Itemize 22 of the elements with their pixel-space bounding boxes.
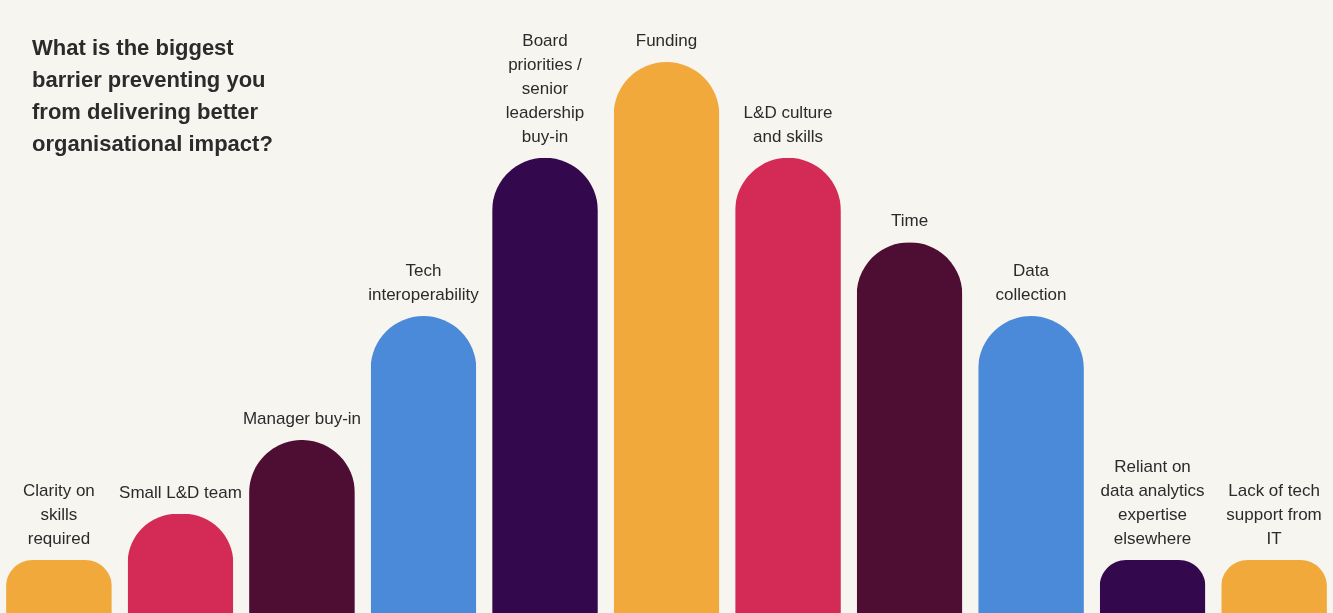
x-tick-label: Small L&D team [119, 482, 242, 502]
bar [735, 157, 841, 613]
x-tick-label: Manager buy-in [242, 408, 362, 428]
x-tick-label: Reliant on data analytics expertise elsewhere [1100, 457, 1205, 549]
bar [613, 62, 720, 613]
bar [978, 316, 1084, 613]
bar [856, 242, 963, 613]
x-tick-label: Data collection [995, 261, 1067, 305]
x-tick-label: Board priorities / senior leadership buy-in [505, 30, 585, 146]
text: What is the biggest barrier preventing you from delivering better organisational impact? [32, 34, 273, 156]
x-tick-label: Clarity on skills required [23, 481, 95, 549]
x-tick-label: Lack of tech support from IT [1226, 481, 1322, 549]
bar [1099, 560, 1206, 613]
bar [249, 439, 355, 613]
bar [370, 316, 477, 613]
x-tick-label: Tech interoperability [368, 261, 480, 305]
x-tick-label: L&D culture and skills [743, 102, 833, 146]
bar [1221, 560, 1327, 613]
bar [492, 157, 598, 613]
x-tick-label: Time [890, 211, 929, 231]
bar [6, 560, 112, 613]
x-tick-label: Funding [635, 31, 698, 50]
